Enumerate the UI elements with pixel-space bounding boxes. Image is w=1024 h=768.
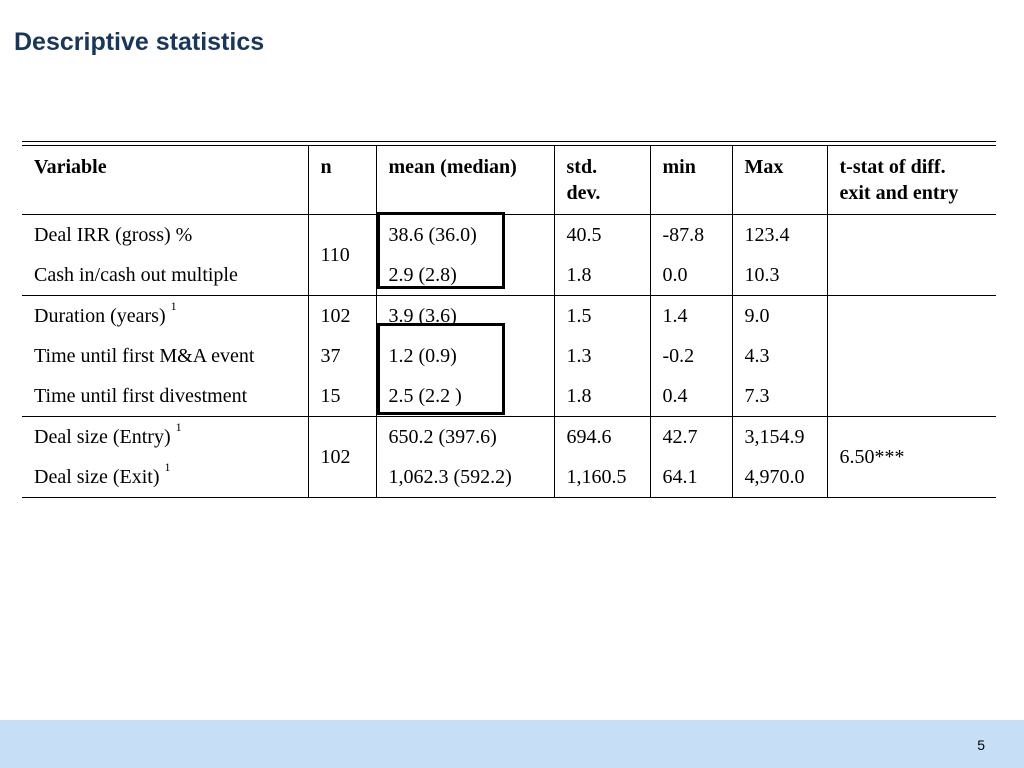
cell-variable-text: Deal size (Exit) (34, 466, 160, 488)
cell-min: 0.4 (649, 376, 732, 417)
cell-min: -0.2 (649, 336, 732, 376)
table-group-returns: Deal IRR (gross) % 110 38.6 (36.0) 40.5 … (22, 214, 996, 296)
cell-std: 1,160.5 (553, 457, 650, 498)
cell-min: 42.7 (649, 416, 732, 457)
cell-std: 694.6 (553, 416, 650, 457)
header-variable: Variable (34, 156, 107, 178)
footer-bar: 5 (0, 720, 1024, 768)
header-std-line1: std. (566, 156, 598, 178)
footnote-marker: 1 (175, 420, 182, 434)
cell-mean: 650.2 (397.6) (375, 416, 554, 457)
cell-std: 1.3 (553, 336, 650, 376)
cell-mean: 1.2 (0.9) (375, 336, 554, 376)
header-std-line2: dev. (566, 182, 601, 204)
cell-min: -87.8 (649, 214, 732, 255)
table-row: Duration (years) 1 102 3.9 (3.6) 1.5 1.4… (22, 295, 996, 417)
table-row: Deal size (Exit) 1 1,062.3 (592.2) 1,160… (22, 457, 996, 498)
cell-min: 64.1 (649, 457, 732, 498)
cell-max: 10.3 (731, 255, 827, 296)
cell-std: 1.8 (553, 376, 650, 417)
cell-tstat-empty (826, 214, 996, 296)
table-row: Deal size (Entry) 1 102 650.2 (397.6) 69… (22, 416, 996, 498)
cell-mean: 2.5 (2.2 ) (375, 376, 554, 417)
cell-variable: Time until first divestment (34, 385, 248, 407)
table-top-rule-inner (22, 145, 996, 146)
header-mean-median: mean (median) (375, 146, 554, 215)
table-group-deal-size: Deal size (Entry) 1 102 650.2 (397.6) 69… (22, 416, 996, 498)
header-tstat-line1: t-stat of diff. (839, 156, 946, 178)
footnote-marker: 1 (170, 299, 177, 313)
cell-max: 123.4 (731, 214, 827, 255)
header-row: Variable n mean (median) std. dev. min Ma… (22, 146, 996, 215)
header-tstat: t-stat of diff. exit and entry (826, 146, 996, 215)
cell-max: 4.3 (731, 336, 827, 376)
cell-variable: Cash in/cash out multiple (34, 264, 238, 286)
statistics-table-wrapper: Variable n mean (median) std. dev. min Ma… (22, 141, 996, 498)
cell-n: 37 (307, 336, 376, 376)
cell-max: 9.0 (731, 295, 827, 336)
table-top-rule (22, 141, 996, 142)
cell-variable: Deal IRR (gross) % (34, 224, 193, 246)
cell-min: 0.0 (649, 255, 732, 296)
slide-title: Descriptive statistics (14, 28, 265, 56)
cell-tstat: 6.50*** (826, 416, 996, 498)
descriptive-statistics-table: Variable n mean (median) std. dev. min Ma… (22, 146, 996, 498)
header-max: Max (731, 146, 827, 215)
cell-variable: Deal size (Exit) 1 (22, 457, 308, 498)
cell-std: 1.8 (553, 255, 650, 296)
cell-mean: 3.9 (3.6) (375, 295, 554, 336)
header-min: min (649, 146, 732, 215)
cell-n: 15 (307, 376, 376, 417)
cell-variable-text: Duration (years) (34, 305, 166, 327)
footnote-marker: 1 (164, 460, 171, 474)
cell-std: 1.5 (553, 295, 650, 336)
header-n: n (307, 146, 376, 215)
cell-max: 7.3 (731, 376, 827, 417)
header-std-dev: std. dev. (553, 146, 650, 215)
cell-min: 1.4 (649, 295, 732, 336)
cell-mean: 1,062.3 (592.2) (375, 457, 554, 498)
table-group-duration: Duration (years) 1 102 3.9 (3.6) 1.5 1.4… (22, 295, 996, 417)
cell-max: 4,970.0 (731, 457, 827, 498)
table-row: Time until first divestment 15 2.5 (2.2 … (22, 376, 996, 417)
cell-max: 3,154.9 (731, 416, 827, 457)
header-tstat-line2: exit and entry (839, 182, 959, 204)
cell-variable: Deal size (Entry) 1 (22, 417, 308, 458)
table-row: Time until first M&A event 37 1.2 (0.9) … (22, 336, 996, 376)
page-number: 5 (977, 737, 985, 753)
cell-tstat-empty (826, 295, 996, 417)
cell-variable-text: Deal size (Entry) (34, 426, 171, 448)
cell-variable: Duration (years) 1 (22, 296, 308, 337)
highlight-box-returns (377, 212, 505, 289)
cell-n-merged: 102 (307, 416, 376, 498)
cell-n: 102 (307, 295, 376, 336)
table-row: Deal IRR (gross) % 110 38.6 (36.0) 40.5 … (22, 214, 996, 296)
highlight-box-duration (377, 323, 505, 415)
cell-mean: 38.6 (36.0) (375, 214, 554, 255)
cell-std: 40.5 (553, 214, 650, 255)
cell-variable: Time until first M&A event (34, 345, 255, 367)
table-row: Cash in/cash out multiple 2.9 (2.8) 1.8 … (22, 255, 996, 296)
cell-n-merged: 110 (307, 214, 376, 296)
